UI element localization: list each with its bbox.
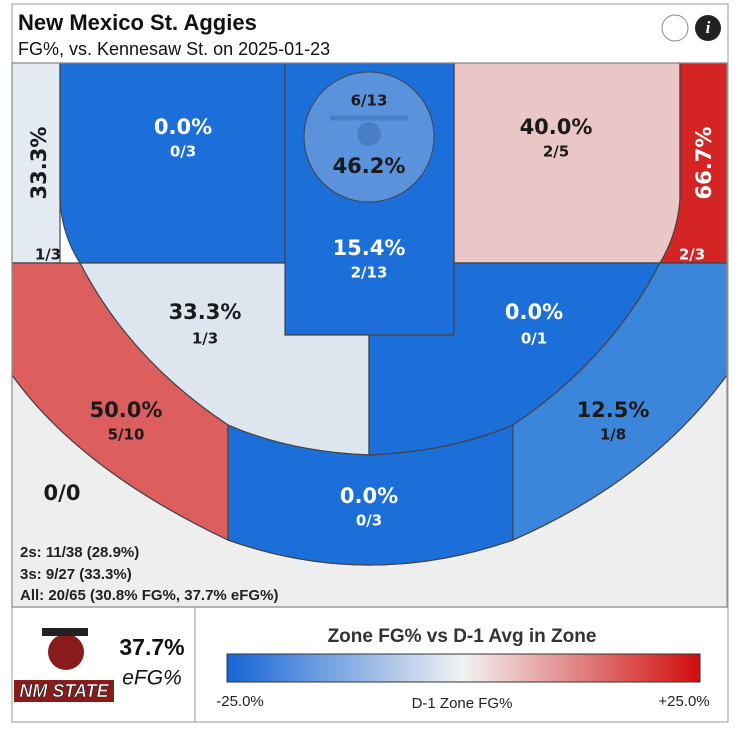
efg-label: eFG% [122, 667, 182, 690]
info-icon: i [706, 18, 711, 37]
legend-mid: D-1 Zone FG% [412, 695, 513, 712]
zone-made-attempts: 0/0 [44, 481, 81, 505]
court: 0/0 33.3% 1/3 0.0% 0/3 40.0% 2/5 66.7% 2/3 15.4% 2… [11, 62, 728, 608]
zone: 0.0% 0/3 [59, 62, 286, 264]
zone: 66.7% 2/3 [658, 62, 728, 264]
zone-pct: 12.5% [577, 398, 650, 422]
zone-shape [59, 62, 286, 264]
zone-pct: 50.0% [90, 398, 163, 422]
zone-made-attempts: 1/3 [192, 330, 218, 348]
legend-gradient [226, 653, 701, 683]
zone: 0.0% 0/3 [227, 424, 514, 566]
legend-max: +25.0% [658, 693, 709, 710]
zone: 40.0% 2/5 [453, 62, 681, 264]
zone-pct: 46.2% [333, 154, 406, 178]
zone-pct: 0.0% [505, 300, 563, 324]
rim [357, 122, 381, 146]
summary-line: 2s: 11/38 (28.9%) [20, 544, 139, 561]
zone: 0.0% 0/1 [368, 262, 661, 456]
zone-made-attempts: 5/10 [108, 426, 145, 444]
zone: 33.3% 1/3 [11, 62, 61, 264]
zone-made-attempts: 0/3 [170, 143, 196, 161]
zone-made-attempts: 0/3 [356, 512, 382, 530]
efg-value: 37.7% [119, 634, 184, 660]
info-button[interactable] [695, 15, 721, 41]
zone-pct: 15.4% [333, 236, 406, 260]
zone-pct: 0.0% [154, 115, 212, 139]
zone-made-attempts: 0/1 [521, 330, 547, 348]
zone-pct: 33.3% [27, 127, 51, 200]
summary-line: All: 20/65 (30.8% FG%, 37.7% eFG%) [20, 587, 278, 604]
zone-shape [227, 424, 514, 566]
zone-made-attempts: 1/3 [35, 246, 61, 264]
zone-made-attempts: 6/13 [351, 92, 388, 110]
title: New Mexico St. Aggies [18, 10, 257, 35]
zone-made-attempts: 2/3 [679, 246, 705, 264]
zone-shape [512, 262, 728, 541]
zone-pct: 33.3% [169, 300, 242, 324]
zone-shape [453, 62, 681, 264]
team-logo: NM STATE [14, 628, 114, 702]
legend-title: Zone FG% vs D-1 Avg in Zone [328, 626, 597, 647]
legend-min: -25.0% [216, 693, 264, 710]
toggle-button[interactable] [661, 14, 689, 42]
subtitle: FG%, vs. Kennesaw St. on 2025-01-23 [18, 39, 330, 59]
zone-pct: 66.7% [692, 127, 716, 200]
zone-pct: 40.0% [520, 115, 593, 139]
zone: 46.2% 6/13 [303, 71, 435, 203]
logo-text: NM STATE [19, 681, 109, 701]
zone-pct: 0.0% [340, 484, 398, 508]
zone-made-attempts: 2/13 [351, 264, 388, 282]
zone-made-attempts: 2/5 [543, 143, 569, 161]
zone-made-attempts: 1/8 [600, 426, 626, 444]
summary-line: 3s: 9/27 (33.3%) [20, 566, 132, 583]
zone: 12.5% 1/8 [512, 262, 728, 541]
